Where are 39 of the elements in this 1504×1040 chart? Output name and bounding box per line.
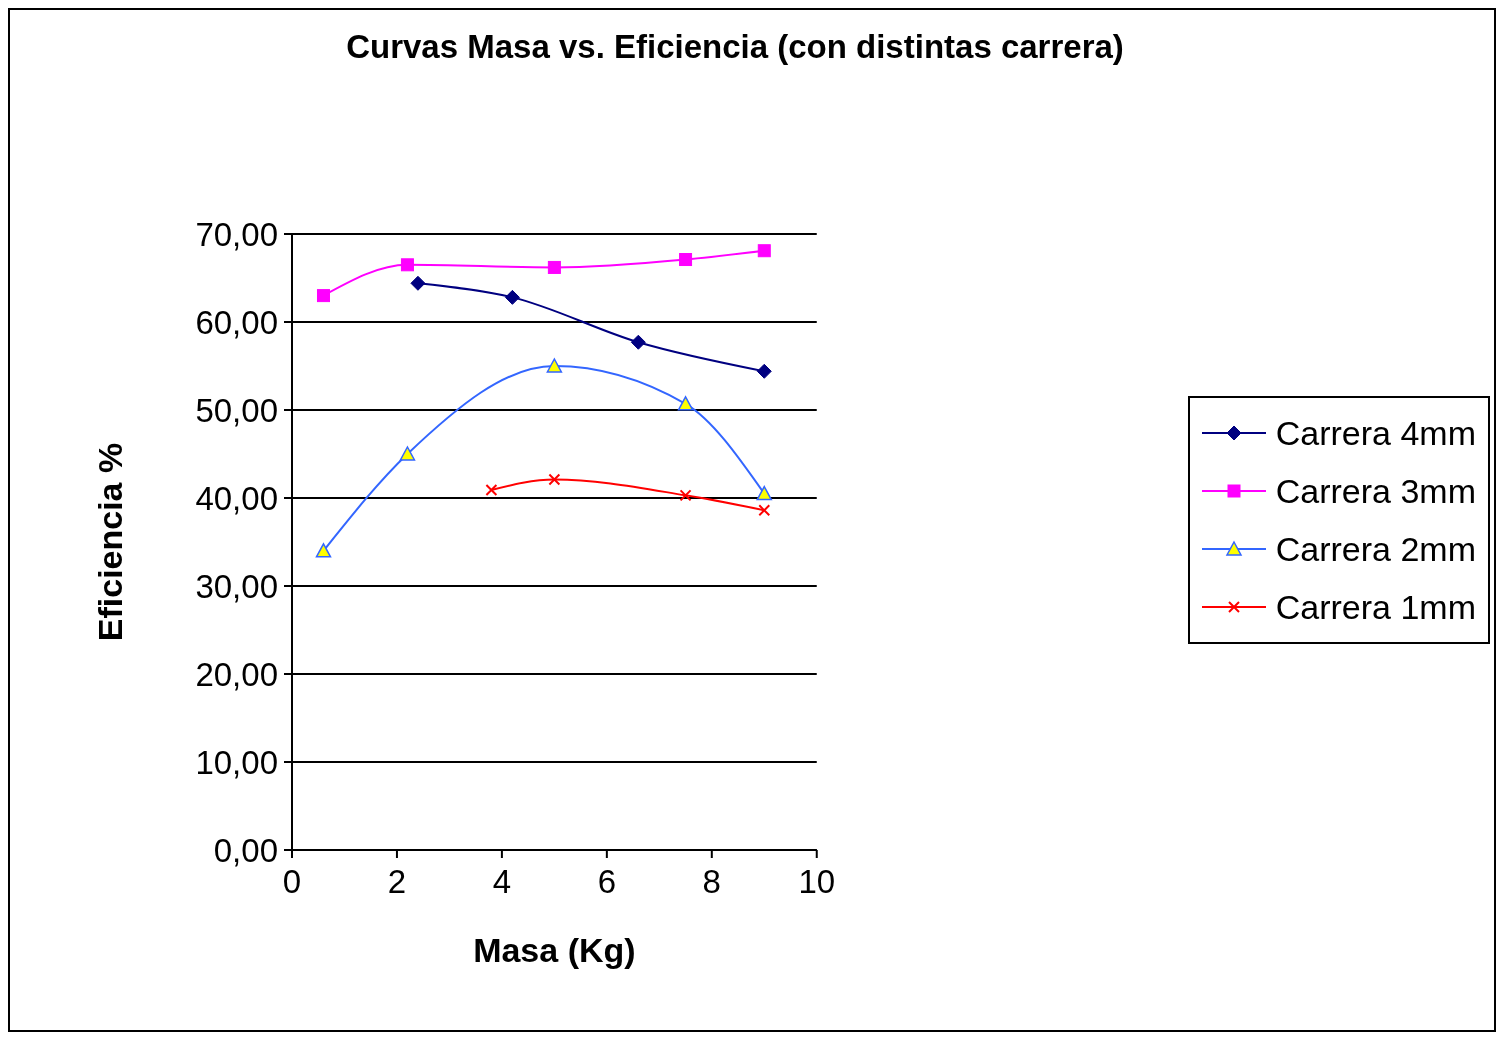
point xyxy=(485,484,498,497)
legend-label: Carrera 1mm xyxy=(1275,587,1476,627)
point xyxy=(679,253,693,267)
point xyxy=(677,396,694,411)
point xyxy=(410,275,426,291)
y-tick-label: 30,00 xyxy=(195,567,278,605)
y-tick-label: 20,00 xyxy=(195,655,278,693)
point xyxy=(399,446,416,461)
x-tick-label: 10 xyxy=(798,863,836,901)
x-tick-label: 8 xyxy=(702,863,721,901)
x-axis-title: Masa (Kg) xyxy=(473,931,636,969)
point xyxy=(679,489,692,502)
x-tick-label: 0 xyxy=(282,863,302,901)
y-tick-label: 60,00 xyxy=(195,303,278,341)
point xyxy=(548,473,561,486)
point xyxy=(315,543,332,558)
y-tick-label: 50,00 xyxy=(195,391,278,429)
point xyxy=(504,289,520,305)
point xyxy=(316,289,330,303)
legend-label: Carrera 3mm xyxy=(1275,471,1476,511)
point xyxy=(756,363,772,379)
y-tick-label: 10,00 xyxy=(195,743,278,781)
x-tick-label: 4 xyxy=(492,863,512,901)
point xyxy=(756,485,773,501)
chart-title: Curvas Masa vs. Eficiencia (con distintas carrera) xyxy=(345,28,1125,66)
y-axis-title: Eficiencia % xyxy=(91,442,130,642)
legend-label: Carrera 4mm xyxy=(1275,413,1476,453)
x-tick-label: 6 xyxy=(597,863,617,901)
point xyxy=(630,334,646,350)
point xyxy=(758,504,771,517)
point xyxy=(546,358,563,373)
legend-label: Carrera 2mm xyxy=(1275,529,1476,569)
x-tick-label: 2 xyxy=(387,863,407,901)
y-tick-label: 0,00 xyxy=(213,831,278,869)
point xyxy=(547,260,561,274)
y-tick-label: 70,00 xyxy=(195,215,278,253)
point xyxy=(400,258,414,272)
y-tick-label: 40,00 xyxy=(195,479,278,517)
point xyxy=(757,244,771,258)
